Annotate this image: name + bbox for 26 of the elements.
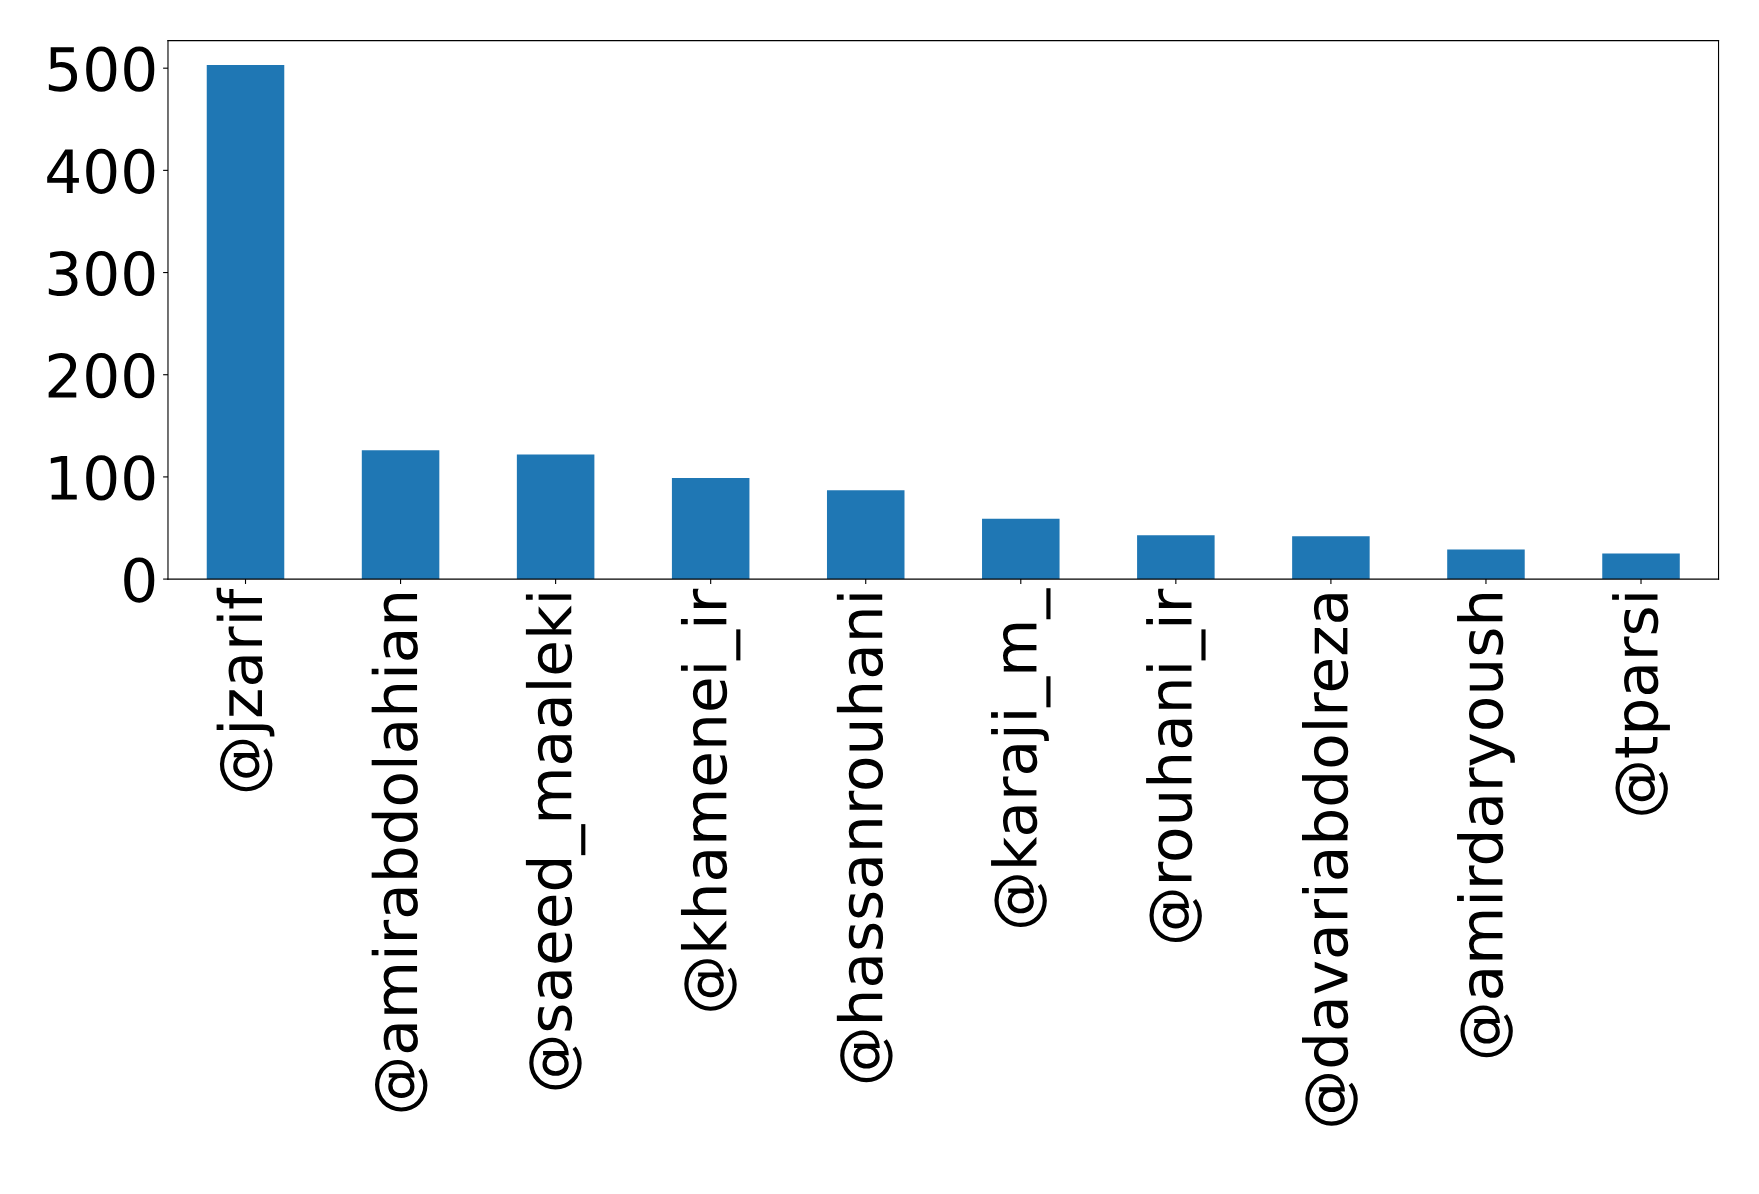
x-tick-label: @saeed_maaleki xyxy=(525,594,586,1090)
x-tick-label: @davariabdolreza xyxy=(1302,594,1358,1126)
y-tick-label: 0 xyxy=(124,557,155,603)
x-tick-label: @jzarif xyxy=(216,587,275,792)
bar xyxy=(361,450,440,580)
y-tick-label: 100 xyxy=(50,455,155,501)
x-tick-label: @karaji_m_ xyxy=(991,588,1051,927)
bar xyxy=(671,477,750,580)
bar xyxy=(1137,535,1215,580)
y-tick-label: 400 xyxy=(47,148,155,194)
bar xyxy=(1292,536,1370,580)
x-tick-label: @khamenei_ir xyxy=(680,588,741,1011)
x-tick-label: @amirabdolahian xyxy=(371,593,428,1112)
bar xyxy=(982,518,1060,580)
bar xyxy=(516,454,595,580)
bar xyxy=(1447,549,1525,580)
bar xyxy=(206,65,285,580)
y-tick-label: 500 xyxy=(48,46,155,92)
y-tick-label: 200 xyxy=(48,353,155,399)
x-tick-label: @amirdaryoush xyxy=(1457,593,1515,1058)
x-tick-label: @hassanrouhani xyxy=(836,594,893,1083)
bar xyxy=(826,490,905,580)
x-tick-label: @tparsi xyxy=(1612,594,1670,815)
bar xyxy=(1602,553,1680,580)
y-tick-label: 300 xyxy=(48,250,155,297)
x-tick-label: @rouhani_ir xyxy=(1146,588,1206,943)
